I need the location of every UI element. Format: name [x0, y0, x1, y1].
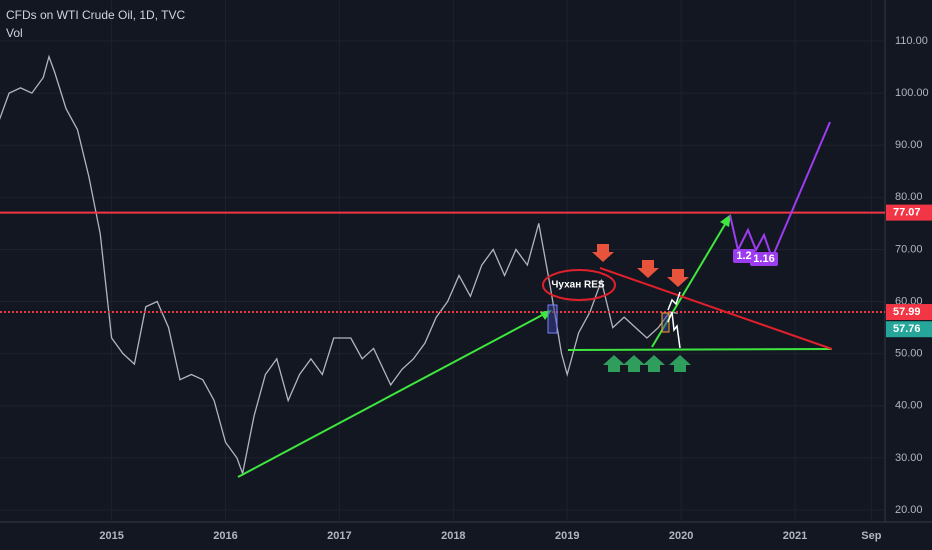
last-price-box [886, 321, 932, 338]
up-arrow [643, 355, 665, 372]
down-arrows [592, 244, 689, 287]
chart-title: CFDs on WTI Crude Oil, 1D, TVC [6, 8, 185, 22]
level-label: 57.99 [893, 306, 921, 318]
up-arrows [603, 355, 691, 372]
up-arrow [603, 355, 625, 372]
y-tick-label: 30.00 [895, 452, 923, 464]
annotation: Чухан RES [551, 280, 605, 291]
x-tick-label: 2019 [555, 530, 579, 542]
drawings: Чухан RES 1.2 1.16 [237, 121, 833, 478]
label-box [733, 249, 755, 263]
up-arrow [623, 355, 645, 372]
price-series [0, 54, 885, 476]
x-tick-label: 2018 [441, 530, 465, 542]
last-price-label: 57.76 [893, 323, 921, 335]
support-line [567, 348, 833, 351]
annotation: 1.16 [753, 253, 774, 265]
x-tick-label: 2017 [327, 530, 351, 542]
down-arrow [592, 244, 614, 262]
level-label-box [886, 304, 932, 321]
y-tick-label: 80.00 [895, 191, 923, 203]
down-arrow [667, 269, 689, 287]
box [547, 304, 558, 334]
up-arrow [669, 355, 691, 372]
x-tick-label: 2020 [669, 530, 693, 542]
level-label-box [886, 204, 932, 221]
x-tick-label: Sep [861, 530, 881, 542]
ellipse [542, 269, 616, 301]
y-tick-label: 50.00 [895, 348, 923, 360]
x-tick-label: 2021 [783, 530, 807, 542]
annotation: 1.2 [736, 250, 751, 262]
resistance-line [599, 267, 833, 350]
projection [667, 291, 681, 311]
level-label: 77.07 [893, 207, 921, 219]
chart-subtitle: Vol [6, 26, 23, 40]
x-tick-label: 2016 [213, 530, 237, 542]
y-tick-label: 70.00 [895, 243, 923, 255]
y-tick-label: 100.00 [895, 87, 929, 99]
y-tick-label: 110.00 [895, 35, 928, 47]
projection [667, 311, 681, 349]
x-tick-label: 2015 [99, 530, 123, 542]
label-box [750, 252, 778, 266]
box [661, 312, 670, 333]
y-tick-label: 20.00 [895, 504, 923, 516]
y-tick-label: 90.00 [895, 139, 923, 151]
arrow-head [720, 214, 731, 227]
trend-arrow [237, 312, 547, 478]
axes: 20.0030.0040.0050.0060.0070.0080.0090.00… [99, 35, 932, 542]
y-tick-label: 40.00 [895, 400, 923, 412]
down-arrow [637, 260, 659, 278]
price-line [0, 54, 678, 476]
grid [0, 0, 885, 522]
